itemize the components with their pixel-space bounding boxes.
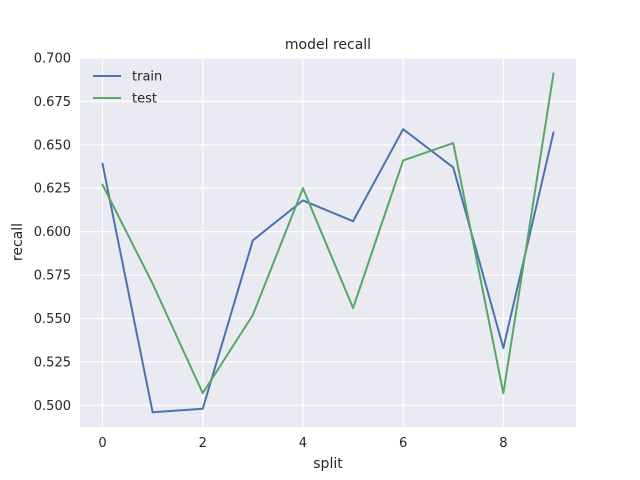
x-tick-label: 2 (199, 436, 207, 451)
legend-label-train: train (132, 70, 162, 85)
y-tick-label: 0.525 (34, 355, 71, 370)
x-tick-label: 6 (399, 436, 407, 451)
x-tick-label: 4 (299, 436, 307, 451)
y-axis-label: recall (10, 223, 26, 261)
y-tick-label: 0.700 (34, 52, 71, 67)
series-line-train (101, 128, 555, 414)
y-tick-label: 0.675 (34, 95, 71, 110)
y-tick-label: 0.550 (34, 312, 71, 327)
plot-background (80, 58, 576, 427)
y-tick-label: 0.575 (34, 269, 71, 284)
x-axis-label: split (313, 456, 343, 472)
x-tick-label: 8 (499, 436, 507, 451)
series-layer (101, 72, 555, 414)
legend: train test (93, 70, 162, 107)
grid-lines (80, 57, 576, 427)
y-tick-label: 0.650 (34, 138, 71, 153)
y-tick-label: 0.625 (34, 182, 71, 197)
x-tick-labels: 0 2 4 6 8 (98, 436, 507, 451)
y-tick-labels: 0.500 0.525 0.550 0.575 0.600 0.625 0.650 0.675… (34, 52, 71, 414)
chart-title: model recall (285, 37, 371, 53)
x-tick-label: 0 (98, 436, 106, 451)
y-tick-label: 0.600 (34, 225, 71, 240)
series-line-test (101, 72, 555, 395)
legend-label-test: test (132, 92, 157, 107)
y-tick-label: 0.500 (34, 399, 71, 414)
